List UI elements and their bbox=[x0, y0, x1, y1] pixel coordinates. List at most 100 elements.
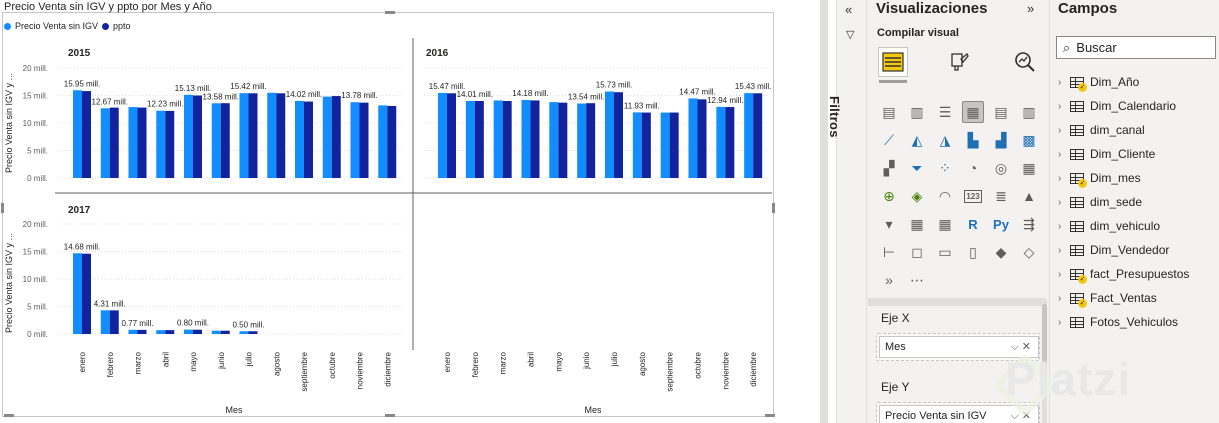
bar-ppto[interactable] bbox=[359, 102, 369, 178]
bar-precio[interactable] bbox=[493, 100, 503, 178]
bar-precio[interactable] bbox=[239, 331, 249, 334]
field-table-item[interactable]: › dim_sede bbox=[1058, 193, 1142, 211]
bar-precio[interactable] bbox=[632, 112, 642, 178]
resize-handle-bottom[interactable] bbox=[385, 414, 395, 417]
bar-ppto[interactable] bbox=[697, 99, 707, 178]
bar-precio[interactable] bbox=[549, 102, 559, 178]
resize-handle-bottom-right[interactable] bbox=[765, 414, 775, 417]
chevron-right-icon[interactable]: › bbox=[1058, 76, 1062, 88]
bar-precio[interactable] bbox=[744, 93, 754, 178]
bar-ppto[interactable] bbox=[474, 101, 484, 178]
clustered-column-icon[interactable]: ▦ bbox=[962, 101, 984, 123]
bar-precio[interactable] bbox=[660, 112, 670, 178]
bar-ppto[interactable] bbox=[725, 107, 735, 178]
format-visual-tab[interactable] bbox=[944, 47, 974, 77]
bar-ppto[interactable] bbox=[82, 91, 91, 178]
matrix-icon[interactable]: ▦ bbox=[938, 215, 952, 232]
area-chart-icon[interactable]: ◭ bbox=[911, 131, 923, 148]
clustered-column-chart[interactable]: 2015 0 mill. 5 mill. 10 mill. 15 mill. 20 mil… bbox=[0, 0, 776, 423]
bar-precio[interactable] bbox=[322, 96, 332, 178]
bar-precio[interactable] bbox=[521, 100, 531, 178]
expand-filters-icon[interactable]: « bbox=[845, 2, 853, 17]
field-table-item[interactable]: › Fotos_Vehiculos bbox=[1058, 313, 1178, 331]
treemap-icon[interactable]: ▦ bbox=[1022, 159, 1036, 176]
chevron-right-icon[interactable]: › bbox=[1058, 292, 1062, 304]
bar-precio[interactable] bbox=[239, 93, 249, 178]
build-visual-tab[interactable] bbox=[878, 47, 908, 77]
y-axis-field-pill[interactable]: Precio Venta sin IGV ⌵✕ bbox=[879, 405, 1039, 423]
chevron-right-icon[interactable]: › bbox=[1058, 124, 1062, 136]
bar-ppto[interactable] bbox=[614, 92, 623, 178]
report-canvas[interactable]: Precio Venta sin IGV y ppto por Mes y Añ… bbox=[0, 0, 776, 423]
bar-ppto[interactable] bbox=[530, 100, 540, 178]
field-table-item[interactable]: › ✓ Fact_Ventas bbox=[1058, 289, 1157, 308]
stacked-area-icon[interactable]: ◮ bbox=[939, 131, 951, 148]
bar-ppto[interactable] bbox=[220, 103, 230, 178]
bar-ppto[interactable] bbox=[82, 253, 91, 334]
pie-chart-icon[interactable]: ◔ bbox=[968, 160, 978, 176]
bar-ppto[interactable] bbox=[387, 105, 397, 178]
power-automate-icon[interactable]: ◇ bbox=[1023, 243, 1035, 260]
pill-controls[interactable]: ⌵✕ bbox=[1010, 340, 1034, 354]
bar-ppto[interactable] bbox=[447, 93, 456, 178]
field-table-item[interactable]: › Dim_Vendedor bbox=[1058, 241, 1169, 259]
bar-precio[interactable] bbox=[350, 102, 360, 178]
bar-precio[interactable] bbox=[156, 330, 166, 334]
field-table-item[interactable]: › Dim_Cliente bbox=[1058, 145, 1155, 163]
waterfall-icon[interactable]: ▞ bbox=[883, 159, 895, 176]
qna-icon[interactable]: ◻ bbox=[911, 243, 923, 260]
get-more-visuals-icon[interactable]: » bbox=[885, 272, 893, 288]
remove-field-icon[interactable]: ✕ bbox=[1021, 410, 1034, 422]
map-icon[interactable]: ⊕ bbox=[883, 187, 895, 204]
bar-ppto[interactable] bbox=[248, 93, 258, 178]
field-table-item[interactable]: › Dim_Calendario bbox=[1058, 97, 1176, 115]
bar-ppto[interactable] bbox=[165, 330, 175, 334]
pill-controls[interactable]: ⌵✕ bbox=[1010, 409, 1034, 423]
line-clustered-icon[interactable]: ▟ bbox=[995, 131, 1007, 148]
bar-precio[interactable] bbox=[184, 329, 193, 334]
bar-precio[interactable] bbox=[73, 253, 82, 334]
bar-precio[interactable] bbox=[156, 110, 166, 178]
pane-divider[interactable] bbox=[820, 0, 828, 423]
bar-ppto[interactable] bbox=[586, 103, 596, 178]
visualizations-scroll-thumb[interactable] bbox=[1042, 304, 1047, 364]
stacked-column-icon[interactable]: ▥ bbox=[910, 103, 924, 120]
bar-precio[interactable] bbox=[128, 107, 138, 178]
bar-precio[interactable] bbox=[716, 106, 726, 178]
analytics-tab[interactable] bbox=[1010, 47, 1040, 77]
bar-ppto[interactable] bbox=[137, 107, 147, 178]
python-visual-icon[interactable]: Py bbox=[993, 216, 1009, 232]
remove-field-icon[interactable]: ✕ bbox=[1021, 341, 1034, 353]
collapse-visualizations-icon[interactable]: » bbox=[1027, 1, 1035, 16]
bar-precio[interactable] bbox=[378, 105, 388, 178]
funnel-chart-icon[interactable]: ⏷ bbox=[911, 159, 923, 176]
bar-precio[interactable] bbox=[465, 100, 475, 178]
bar-ppto[interactable] bbox=[502, 101, 512, 178]
bar-precio[interactable] bbox=[688, 98, 698, 178]
bar-precio[interactable] bbox=[184, 94, 193, 178]
field-table-item[interactable]: › dim_canal bbox=[1058, 121, 1145, 139]
donut-chart-icon[interactable]: ◎ bbox=[994, 159, 1008, 176]
slicer-icon[interactable]: ▾ bbox=[885, 215, 893, 232]
bar-100-icon[interactable]: ▤ bbox=[994, 103, 1008, 120]
bar-ppto[interactable] bbox=[669, 112, 679, 178]
bar-precio[interactable] bbox=[267, 92, 277, 178]
bar-ppto[interactable] bbox=[109, 310, 119, 334]
bar-ppto[interactable] bbox=[193, 95, 202, 179]
resize-handle-top[interactable] bbox=[385, 11, 395, 14]
narrative-icon[interactable]: ▭ bbox=[938, 243, 952, 260]
resize-handle-left[interactable] bbox=[1, 203, 4, 213]
line-column-icon[interactable]: ▙ bbox=[967, 131, 979, 148]
field-table-item[interactable]: › ✓ Dim_mes bbox=[1058, 169, 1141, 188]
r-visual-icon[interactable]: R bbox=[968, 216, 978, 232]
bar-ppto[interactable] bbox=[109, 107, 119, 178]
chevron-right-icon[interactable]: › bbox=[1058, 196, 1062, 208]
chevron-right-icon[interactable]: › bbox=[1058, 172, 1062, 184]
bar-precio[interactable] bbox=[605, 91, 614, 178]
bar-ppto[interactable] bbox=[641, 112, 651, 178]
fields-search-input[interactable]: ⌕ Buscar bbox=[1056, 36, 1216, 59]
bar-ppto[interactable] bbox=[331, 96, 341, 178]
ribbon-chart-icon[interactable]: ▩ bbox=[1022, 131, 1036, 148]
resize-handle-bottom-left[interactable] bbox=[4, 414, 14, 417]
line-chart-icon[interactable]: ⟋ bbox=[884, 131, 894, 148]
